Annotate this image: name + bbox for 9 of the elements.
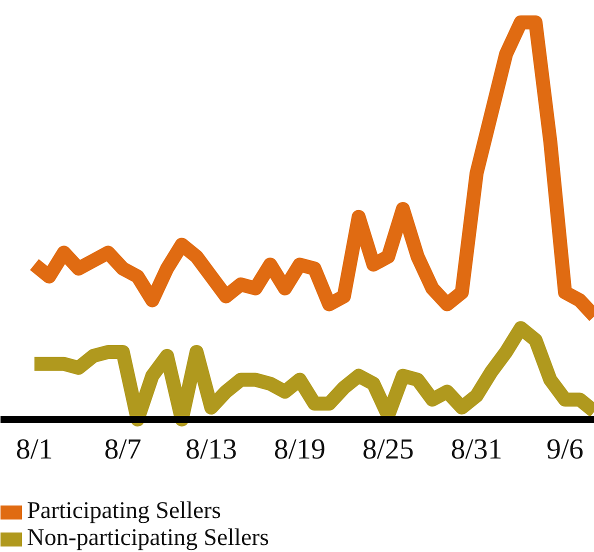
x-tick-label: 9/6	[546, 433, 584, 466]
x-tick-label: 8/25	[362, 433, 414, 466]
x-tick-label: 8/31	[450, 433, 502, 466]
x-tick-label: 8/7	[104, 433, 142, 466]
x-tick-label: 8/1	[16, 433, 53, 466]
legend-label: Participating Sellers	[27, 498, 221, 525]
x-tick-label: 8/19	[274, 433, 326, 466]
legend-label: Non-participating Sellers	[27, 525, 269, 552]
x-tick-label: 8/13	[185, 433, 238, 466]
